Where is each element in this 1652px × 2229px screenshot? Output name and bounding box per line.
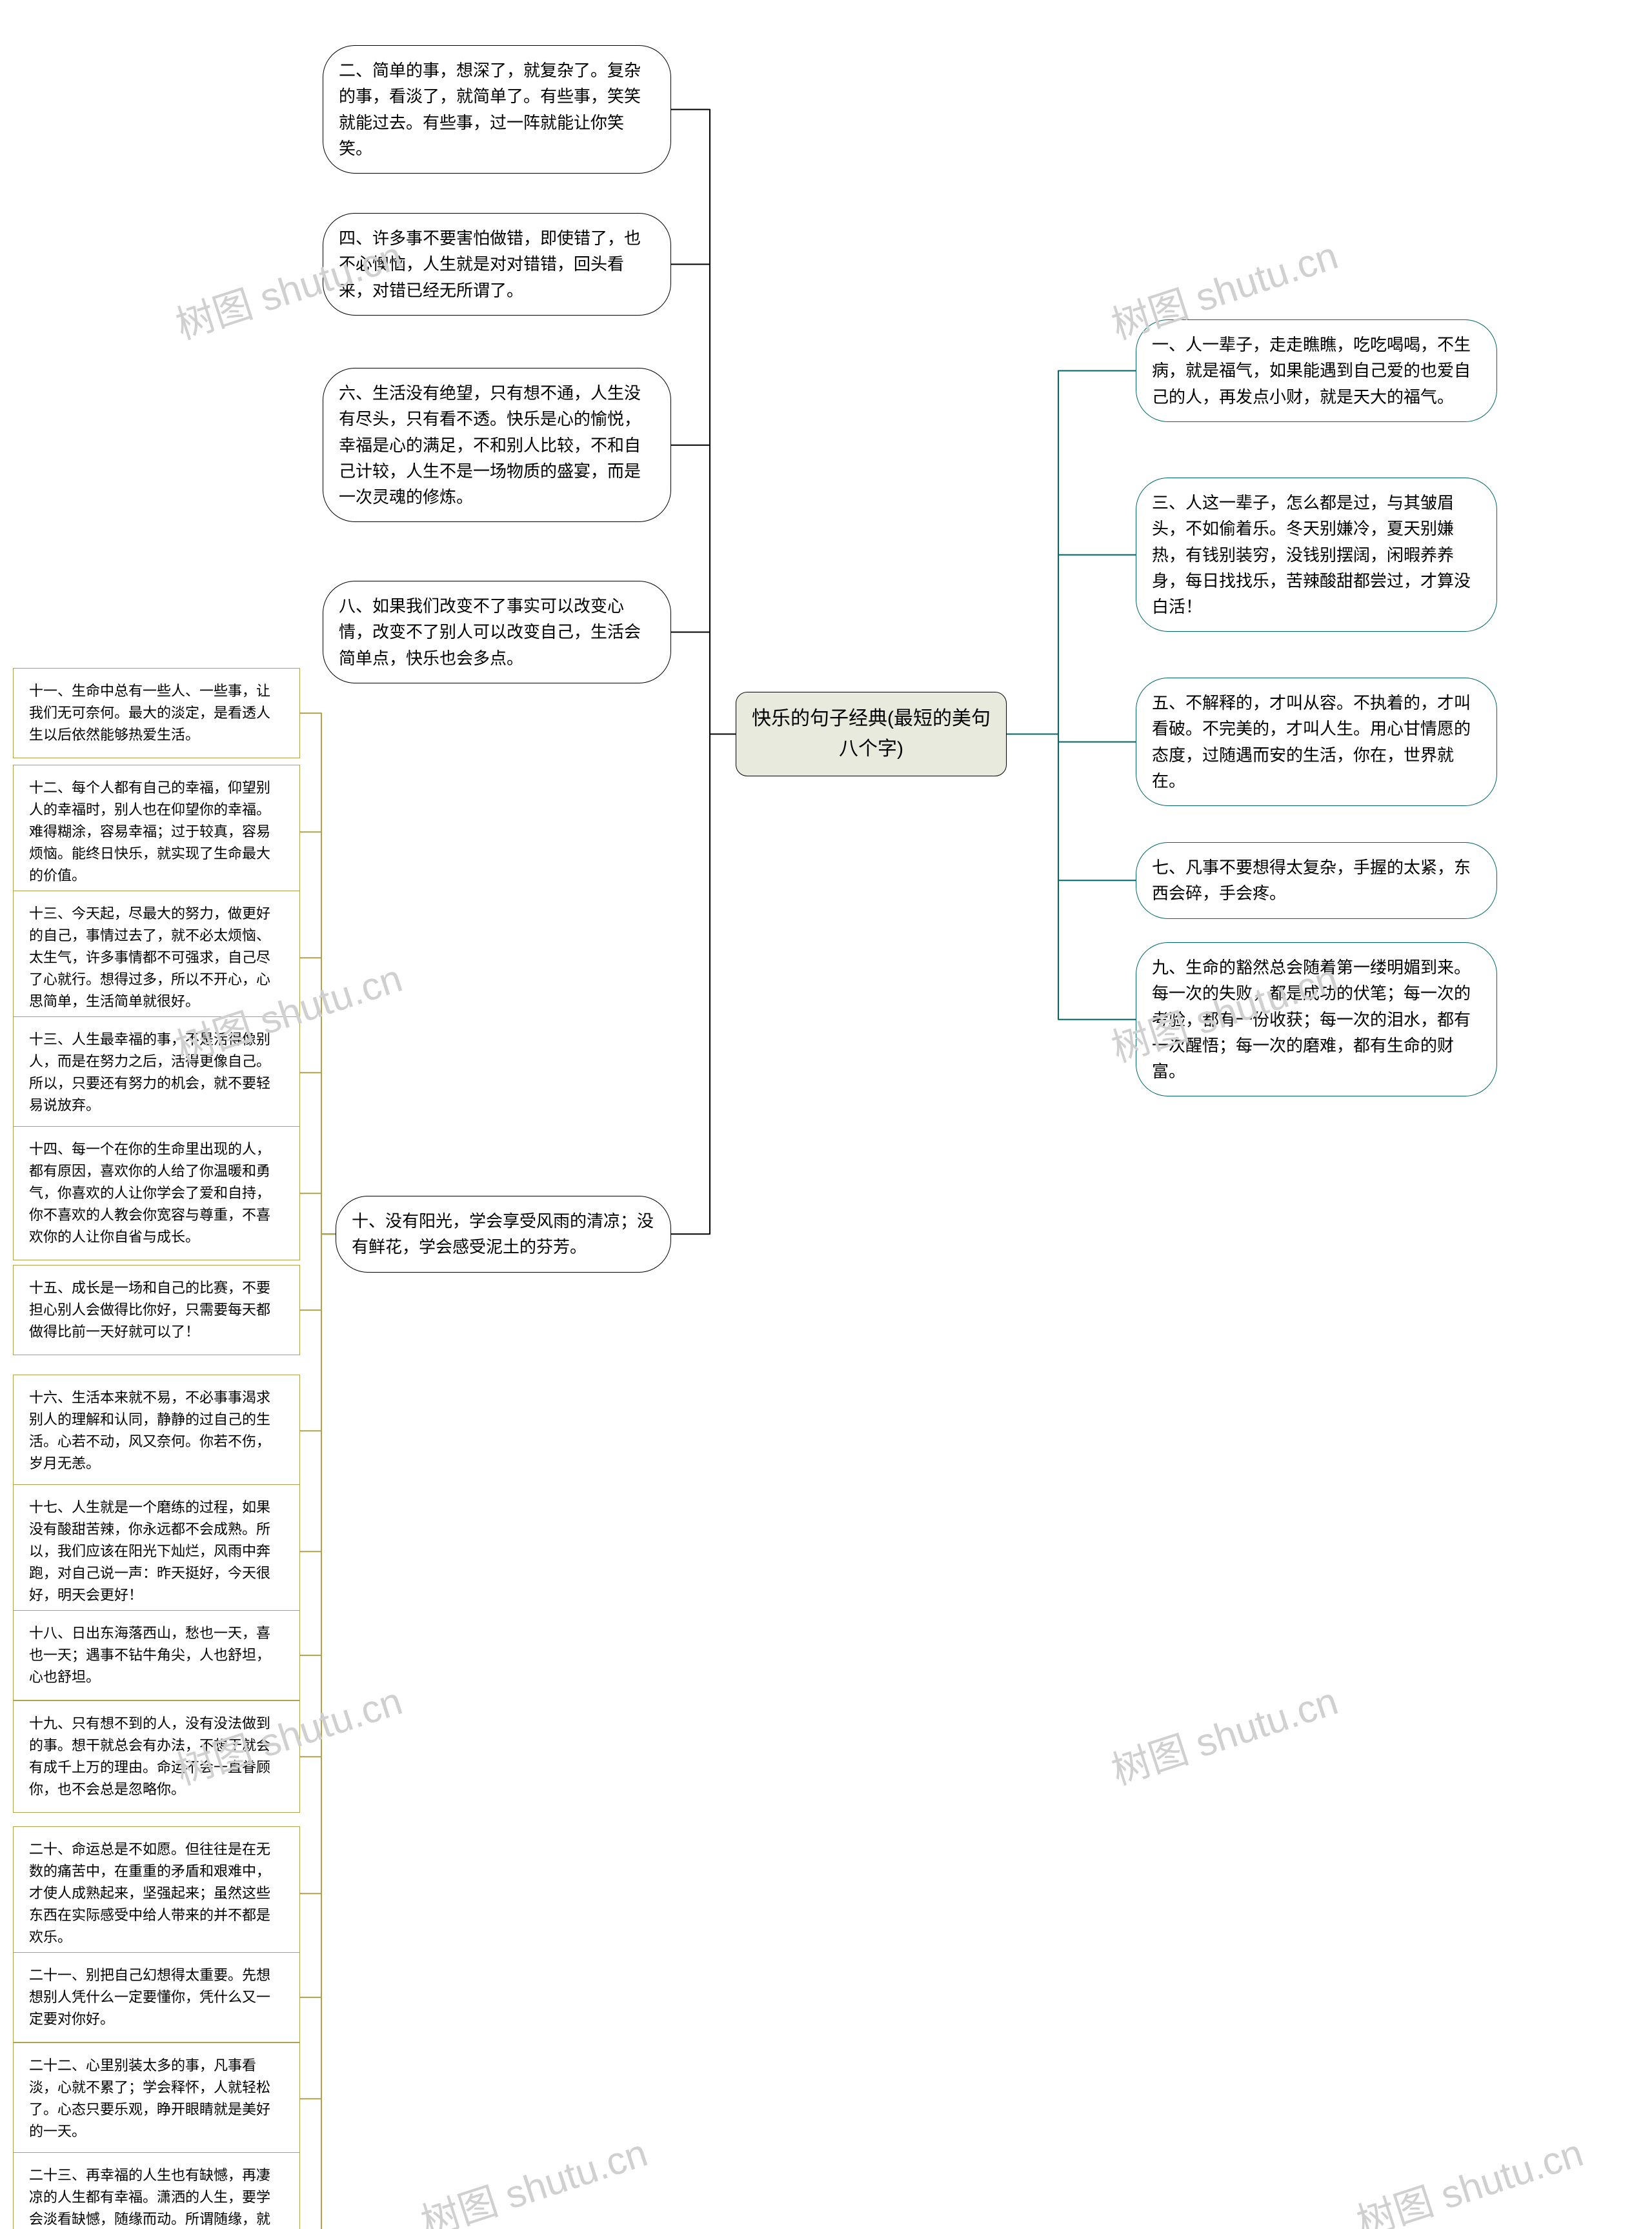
node-text: 十三、人生最幸福的事，不是活得像别人，而是在努力之后，活得更像自己。所以，只要还… xyxy=(29,1031,270,1113)
watermark: 树图 shutu.cn xyxy=(413,2122,654,2229)
child-node-12: 二十二、心里别装太多的事，凡事看淡，心就不累了；学会释怀，人就轻松了。心态只要乐… xyxy=(13,2042,300,2155)
child-node-2: 十三、今天起，尽最大的努力，做更好的自己，事情过去了，就不必太烦恼、太生气，许多… xyxy=(13,891,300,1025)
branch-right-2: 五、不解释的，才叫从容。不执着的，才叫看破。不完美的，才叫人生。用心甘情愿的态度… xyxy=(1136,678,1497,806)
node-text: 二十一、别把自己幻想得太重要。先想想别人凭什么一定要懂你，凭什么又一定要对你好。 xyxy=(29,1967,270,2027)
node-text: 二、简单的事，想深了，就复杂了。复杂的事，看淡了，就简单了。有些事，笑笑就能过去… xyxy=(339,61,641,158)
node-text: 十三、今天起，尽最大的努力，做更好的自己，事情过去了，就不必太烦恼、太生气，许多… xyxy=(29,905,270,1009)
branch-left-down-hub: 十、没有阳光，学会享受风雨的清凉；没有鲜花，学会感受泥土的芬芳。 xyxy=(336,1196,671,1273)
node-text: 十九、只有想不到的人，没有没法做到的事。想干就总会有办法，不想干就会有成千上万的… xyxy=(29,1715,270,1797)
node-text: 十一、生命中总有一些人、一些事，让我们无可奈何。最大的淡定，是看透人生以后依然能… xyxy=(29,683,270,743)
child-node-5: 十五、成长是一场和自己的比赛，不要担心别人会做得比你好，只需要每天都做得比前一天… xyxy=(13,1265,300,1355)
branch-right-4: 九、生命的豁然总会随着第一缕明媚到来。每一次的失败，都是成功的伏笔；每一次的考验… xyxy=(1136,942,1497,1096)
child-node-9: 十九、只有想不到的人，没有没法做到的事。想干就总会有办法，不想干就会有成千上万的… xyxy=(13,1700,300,1813)
node-text: 四、许多事不要害怕做错，即使错了，也不必懊恼，人生就是对对错错，回头看来，对错已… xyxy=(339,228,641,300)
branch-left-up-3: 八、如果我们改变不了事实可以改变心情，改变不了别人可以改变自己，生活会简单点，快… xyxy=(323,581,671,683)
branch-left-up-1: 四、许多事不要害怕做错，即使错了，也不必懊恼，人生就是对对错错，回头看来，对错已… xyxy=(323,213,671,316)
watermark-text: 树图 shutu.cn xyxy=(1107,1679,1343,1793)
node-text: 二十二、心里别装太多的事，凡事看淡，心就不累了；学会释怀，人就轻松了。心态只要乐… xyxy=(29,2057,270,2139)
node-text: 八、如果我们改变不了事实可以改变心情，改变不了别人可以改变自己，生活会简单点，快… xyxy=(339,596,641,668)
node-text: 二十、命运总是不如愿。但往往是在无数的痛苦中，在重重的矛盾和艰难中，才使人成熟起… xyxy=(29,1841,270,1945)
root-node: 快乐的句子经典(最短的美句八个字) xyxy=(736,692,1007,776)
node-text: 十五、成长是一场和自己的比赛，不要担心别人会做得比你好，只需要每天都做得比前一天… xyxy=(29,1280,270,1340)
node-text: 十四、每一个在你的生命里出现的人，都有原因，喜欢你的人给了你温暖和勇气，你喜欢的… xyxy=(29,1141,270,1245)
child-node-1: 十二、每个人都有自己的幸福，仰望别人的幸福时，别人也在仰望你的幸福。难得糊涂，容… xyxy=(13,765,300,899)
watermark-text: 树图 shutu.cn xyxy=(1352,2131,1588,2229)
root-text: 快乐的句子经典(最短的美句八个字) xyxy=(752,708,991,760)
branch-left-up-2: 六、生活没有绝望，只有想不通，人生没有尽头，只有看不透。快乐是心的愉悦，幸福是心… xyxy=(323,368,671,522)
node-text: 十七、人生就是一个磨练的过程，如果没有酸甜苦辣，你永远都不会成熟。所以，我们应该… xyxy=(29,1499,270,1603)
watermark-text: 树图 shutu.cn xyxy=(416,2131,652,2229)
child-node-11: 二十一、别把自己幻想得太重要。先想想别人凭什么一定要懂你，凭什么又一定要对你好。 xyxy=(13,1952,300,2042)
node-text: 十、没有阳光，学会享受风雨的清凉；没有鲜花，学会感受泥土的芬芳。 xyxy=(352,1211,654,1256)
branch-left-up-0: 二、简单的事，想深了，就复杂了。复杂的事，看淡了，就简单了。有些事，笑笑就能过去… xyxy=(323,45,671,174)
child-node-0: 十一、生命中总有一些人、一些事，让我们无可奈何。最大的淡定，是看透人生以后依然能… xyxy=(13,668,300,758)
node-text: 十六、生活本来就不易，不必事事渴求别人的理解和认同，静静的过自己的生活。心若不动… xyxy=(29,1389,270,1471)
child-node-4: 十四、每一个在你的生命里出现的人，都有原因，喜欢你的人给了你温暖和勇气，你喜欢的… xyxy=(13,1126,300,1260)
branch-right-3: 七、凡事不要想得太复杂，手握的太紧，东西会碎，手会疼。 xyxy=(1136,842,1497,919)
child-node-7: 十七、人生就是一个磨练的过程，如果没有酸甜苦辣，你永远都不会成熟。所以，我们应该… xyxy=(13,1484,300,1619)
node-text: 十二、每个人都有自己的幸福，仰望别人的幸福时，别人也在仰望你的幸福。难得糊涂，容… xyxy=(29,780,270,883)
node-text: 一、人一辈子，走走瞧瞧，吃吃喝喝，不生病，就是福气，如果能遇到自己爱的也爱自己的… xyxy=(1152,335,1471,407)
child-node-6: 十六、生活本来就不易，不必事事渴求别人的理解和认同，静静的过自己的生活。心若不动… xyxy=(13,1375,300,1487)
child-node-10: 二十、命运总是不如愿。但往往是在无数的痛苦中，在重重的矛盾和艰难中，才使人成熟起… xyxy=(13,1826,300,1961)
watermark: 树图 shutu.cn xyxy=(1103,1670,1344,1796)
child-node-8: 十八、日出东海落西山，愁也一天，喜也一天；遇事不钻牛角尖，人也舒坦，心也舒坦。 xyxy=(13,1610,300,1700)
branch-right-0: 一、人一辈子，走走瞧瞧，吃吃喝喝，不生病，就是福气，如果能遇到自己爱的也爱自己的… xyxy=(1136,319,1497,422)
child-node-13: 二十三、再幸福的人生也有缺憾，再凄凉的人生都有幸福。潇洒的人生，要学会淡看缺憾，… xyxy=(13,2152,300,2229)
node-text: 九、生命的豁然总会随着第一缕明媚到来。每一次的失败，都是成功的伏笔；每一次的考验… xyxy=(1152,958,1471,1081)
node-text: 七、凡事不要想得太复杂，手握的太紧，东西会碎，手会疼。 xyxy=(1152,858,1471,903)
node-text: 五、不解释的，才叫从容。不执着的，才叫看破。不完美的，才叫人生。用心甘情愿的态度… xyxy=(1152,693,1471,791)
node-text: 六、生活没有绝望，只有想不通，人生没有尽头，只有看不透。快乐是心的愉悦，幸福是心… xyxy=(339,383,641,507)
node-text: 三、人这一辈子，怎么都是过，与其皱眉头，不如偷着乐。冬天别嫌冷，夏天别嫌热，有钱… xyxy=(1152,493,1471,616)
node-text: 十八、日出东海落西山，愁也一天，喜也一天；遇事不钻牛角尖，人也舒坦，心也舒坦。 xyxy=(29,1625,270,1685)
branch-right-1: 三、人这一辈子，怎么都是过，与其皱眉头，不如偷着乐。冬天别嫌冷，夏天别嫌热，有钱… xyxy=(1136,478,1497,632)
watermark: 树图 shutu.cn xyxy=(1349,2122,1589,2229)
node-text: 二十三、再幸福的人生也有缺憾，再凄凉的人生都有幸福。潇洒的人生，要学会淡看缺憾，… xyxy=(29,2167,270,2229)
child-node-3: 十三、人生最幸福的事，不是活得像别人，而是在努力之后，活得更像自己。所以，只要还… xyxy=(13,1016,300,1129)
